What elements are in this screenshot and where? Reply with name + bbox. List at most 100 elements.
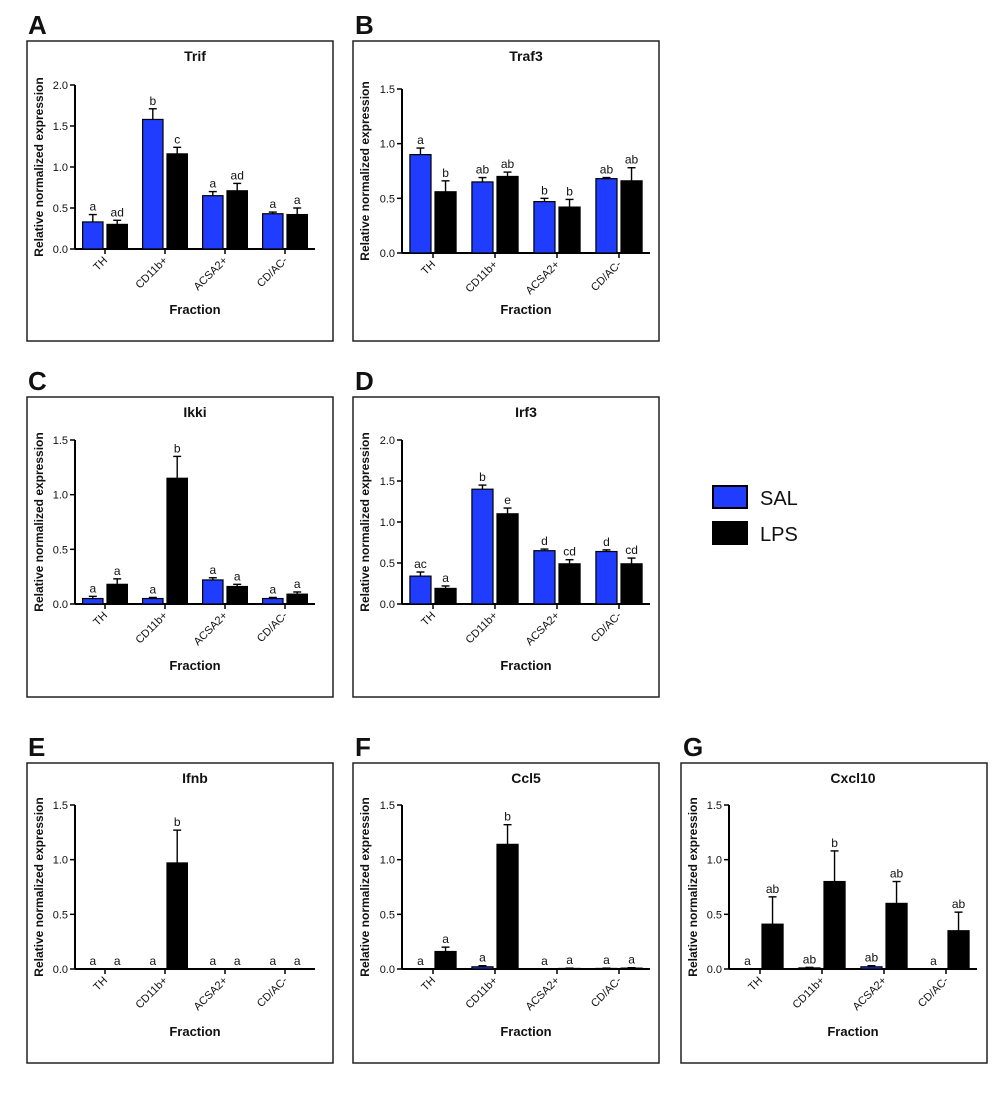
chart-title: Irf3 — [515, 404, 537, 420]
bar-lps — [620, 563, 643, 605]
panel-letter: A — [28, 10, 47, 40]
x-tick-label: TH — [746, 975, 765, 994]
significance-letter: a — [566, 953, 573, 967]
bar-lps — [226, 585, 248, 605]
x-tick-label: CD11b+ — [133, 975, 170, 1012]
legend-swatch-sal — [712, 485, 748, 509]
bar-sal — [798, 967, 821, 970]
legend: SAL LPS — [712, 485, 798, 546]
significance-letter: a — [209, 954, 216, 968]
panel-c: C Ikki 0.0 0.5 1.0 1.5 Relative normalized exp… — [26, 366, 334, 698]
panel-frame — [680, 762, 988, 1064]
y-tick-label: 1.5 — [707, 800, 722, 812]
y-tick-label: 1.5 — [53, 121, 68, 133]
significance-letter: ab — [766, 882, 780, 896]
significance-letter: a — [294, 193, 301, 207]
bar-sal — [81, 221, 104, 250]
significance-letter: a — [442, 932, 449, 946]
bar-lps — [620, 180, 643, 254]
significance-letter: ad — [111, 205, 124, 219]
x-tick-label: TH — [419, 610, 438, 629]
chart-title: Ifnb — [182, 770, 208, 786]
x-tick-label: CD/AC- — [255, 974, 291, 1010]
x-tick-label: CD11b+ — [790, 975, 827, 1012]
panel-letter: E — [28, 732, 45, 762]
panel-d: D Irf3 0.0 0.5 1.0 1.5 2.0 Relative normalized … — [352, 366, 660, 698]
bar-lps — [496, 843, 519, 970]
panel-letter: C — [28, 366, 47, 396]
x-tick-label: CD11b+ — [463, 975, 500, 1012]
bar-sal — [533, 550, 556, 605]
x-tick-label: TH — [419, 259, 438, 278]
bar-sal — [262, 213, 284, 250]
significance-letter: a — [89, 954, 96, 968]
x-tick-label: CD/AC- — [255, 609, 291, 645]
x-tick-label: CD/AC- — [916, 974, 952, 1010]
panel-letter: F — [355, 732, 371, 762]
x-tick-label: ACSA2+ — [524, 610, 563, 649]
significance-letter: e — [504, 493, 511, 507]
y-axis-label: Relative normalized expression — [686, 797, 700, 976]
bar-sal — [471, 181, 494, 254]
x-axis-label: Fraction — [500, 658, 551, 673]
significance-letter: a — [294, 954, 301, 968]
significance-letter: ab — [952, 897, 966, 911]
significance-letter: b — [504, 810, 511, 824]
y-axis-label: Relative normalized expression — [358, 432, 372, 611]
significance-letter: a — [234, 954, 241, 968]
bar-lps — [434, 587, 457, 605]
x-tick-label: ACSA2+ — [524, 975, 563, 1014]
x-tick-label: ACSA2+ — [192, 975, 231, 1014]
y-tick-label: 1.0 — [53, 855, 68, 867]
y-tick-label: 0.0 — [380, 248, 395, 260]
x-axis-label: Fraction — [500, 302, 551, 317]
x-tick-label: ACSA2+ — [524, 259, 563, 298]
significance-letter: a — [149, 954, 156, 968]
x-axis-label: Fraction — [827, 1024, 878, 1039]
x-tick-label: CD/AC- — [589, 258, 625, 294]
y-tick-label: 1.0 — [707, 855, 722, 867]
x-tick-label: CD11b+ — [463, 610, 500, 647]
panels: A Trif 0.0 0.5 1.0 1.5 2.0 Relative normalized … — [26, 10, 988, 1064]
bar-lps — [558, 206, 581, 254]
y-tick-label: 1.0 — [380, 517, 395, 529]
x-tick-label: CD11b+ — [463, 259, 500, 296]
bar-lps — [434, 950, 457, 970]
significance-letter: d — [541, 534, 548, 548]
significance-letter: ab — [625, 153, 639, 167]
significance-letter: ab — [600, 163, 614, 177]
panel-g: G Cxcl10 0.0 0.5 1.0 1.5 Relative normalized e… — [680, 732, 988, 1064]
y-tick-label: 1.5 — [380, 476, 395, 488]
panel-letter: B — [355, 10, 374, 40]
significance-letter: a — [269, 197, 276, 211]
y-tick-label: 0.0 — [53, 244, 68, 256]
legend-swatch-lps — [712, 521, 748, 545]
bar-lps — [166, 153, 188, 250]
bar-lps — [947, 930, 970, 970]
significance-letter: ab — [865, 951, 879, 965]
x-axis-label: Fraction — [500, 1024, 551, 1039]
y-tick-label: 0.5 — [380, 193, 395, 205]
y-tick-label: 2.0 — [53, 80, 68, 92]
bar-sal — [262, 597, 284, 605]
significance-letter: a — [417, 133, 424, 147]
x-tick-label: CD/AC- — [589, 974, 625, 1010]
x-axis-label: Fraction — [169, 658, 220, 673]
y-tick-label: 0.5 — [53, 544, 68, 556]
y-axis-label: Relative normalized expression — [32, 797, 46, 976]
significance-letter: a — [930, 954, 937, 968]
bar-lps — [166, 862, 188, 970]
x-tick-label: TH — [419, 975, 438, 994]
bar-lps — [558, 563, 581, 605]
x-tick-label: CD/AC- — [589, 609, 625, 645]
panel-frame — [26, 762, 334, 1064]
bar-lps — [226, 190, 248, 250]
bar-sal — [533, 201, 556, 254]
panel-e: E Ifnb 0.0 0.5 1.0 1.5 Relative normalized exp… — [26, 732, 334, 1064]
significance-letter: a — [541, 954, 548, 968]
x-tick-label: ACSA2+ — [851, 975, 890, 1014]
bar-sal — [595, 550, 618, 605]
chart-title: Traf3 — [509, 48, 543, 64]
y-tick-label: 1.0 — [53, 490, 68, 502]
